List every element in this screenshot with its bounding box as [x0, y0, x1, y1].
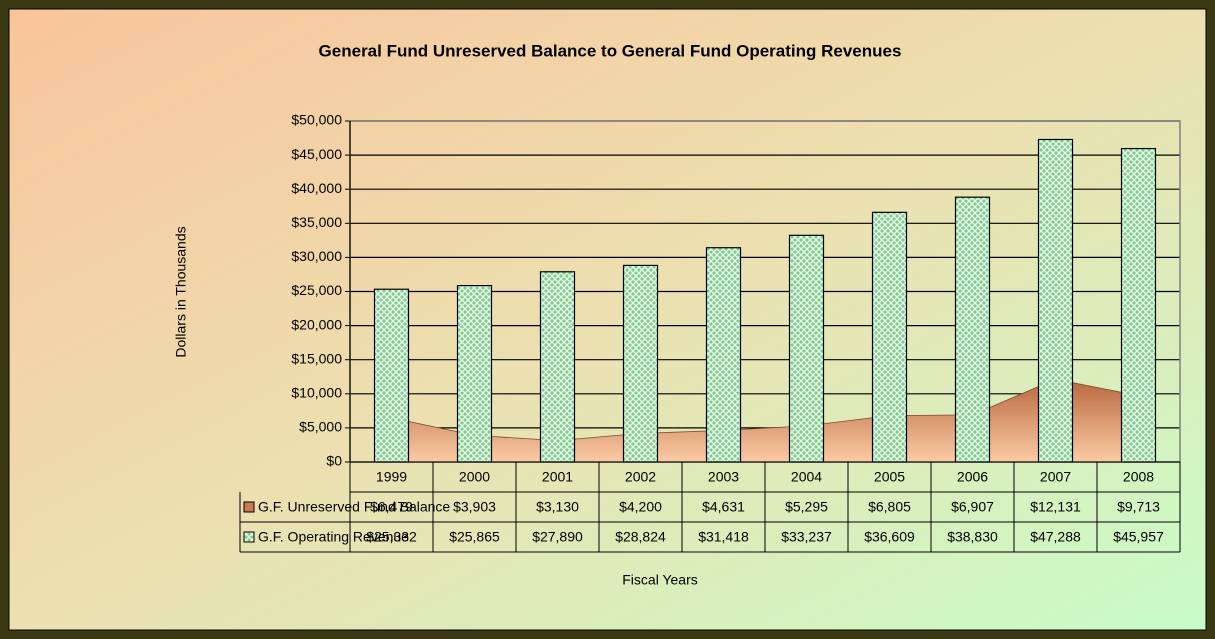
y-tick-label: $50,000: [291, 112, 342, 128]
bar: [373, 288, 410, 463]
x-tick-label: 2006: [957, 469, 988, 485]
bar: [871, 211, 908, 463]
y-tick-label: $0: [326, 453, 342, 469]
data-label: $33,237: [781, 529, 832, 545]
legend-key: [243, 501, 255, 513]
data-label: $4,631: [702, 499, 745, 515]
x-tick-label: 2003: [708, 469, 739, 485]
data-label: $31,418: [698, 529, 749, 545]
y-tick-label: $30,000: [291, 248, 342, 264]
bar: [954, 196, 991, 463]
y-tick-label: $10,000: [291, 385, 342, 401]
y-tick-label: $35,000: [291, 214, 342, 230]
data-label: $28,824: [615, 529, 666, 545]
bar: [456, 285, 493, 463]
data-label: $25,332: [366, 529, 417, 545]
data-label: $3,903: [453, 499, 496, 515]
y-tick-label: $15,000: [291, 350, 342, 366]
data-label: $12,131: [1030, 499, 1081, 515]
bar: [539, 271, 576, 463]
y-tick-label: $40,000: [291, 180, 342, 196]
y-tick-label: $45,000: [291, 146, 342, 162]
x-tick-label: 2000: [459, 469, 490, 485]
x-tick-label: 2008: [1123, 469, 1154, 485]
data-label: $45,957: [1113, 529, 1164, 545]
data-label: $6,805: [868, 499, 911, 515]
x-tick-label: 2007: [1040, 469, 1071, 485]
legend-label: G.F. Operating Revenue: [258, 529, 409, 545]
y-axis-label: Dollars in Thousands: [173, 226, 189, 357]
data-label: $36,609: [864, 529, 915, 545]
x-tick-label: 2005: [874, 469, 905, 485]
data-label: $6,479: [370, 499, 413, 515]
x-tick-label: 2002: [625, 469, 656, 485]
x-tick-label: 2004: [791, 469, 822, 485]
bar: [622, 264, 659, 463]
background: [8, 8, 1207, 631]
data-label: $25,865: [449, 529, 500, 545]
bar: [1120, 147, 1157, 463]
data-label: $4,200: [619, 499, 662, 515]
x-axis-label: Fiscal Years: [622, 572, 697, 588]
bar: [788, 234, 825, 463]
bar: [705, 247, 742, 463]
data-label: $27,890: [532, 529, 583, 545]
data-label: $5,295: [785, 499, 828, 515]
data-label: $47,288: [1030, 529, 1081, 545]
y-tick-label: $20,000: [291, 316, 342, 332]
chart-title: General Fund Unreserved Balance to Gener…: [319, 41, 902, 60]
legend-label: G.F. Unreserved Fund Balance: [258, 499, 450, 515]
data-label: $3,130: [536, 499, 579, 515]
bar: [1037, 138, 1074, 463]
data-label: $9,713: [1117, 499, 1160, 515]
legend-key: [243, 531, 255, 543]
x-tick-label: 1999: [376, 469, 407, 485]
x-tick-label: 2001: [542, 469, 573, 485]
y-tick-label: $25,000: [291, 282, 342, 298]
y-tick-label: $5,000: [299, 419, 342, 435]
data-label: $38,830: [947, 529, 998, 545]
data-label: $6,907: [951, 499, 994, 515]
